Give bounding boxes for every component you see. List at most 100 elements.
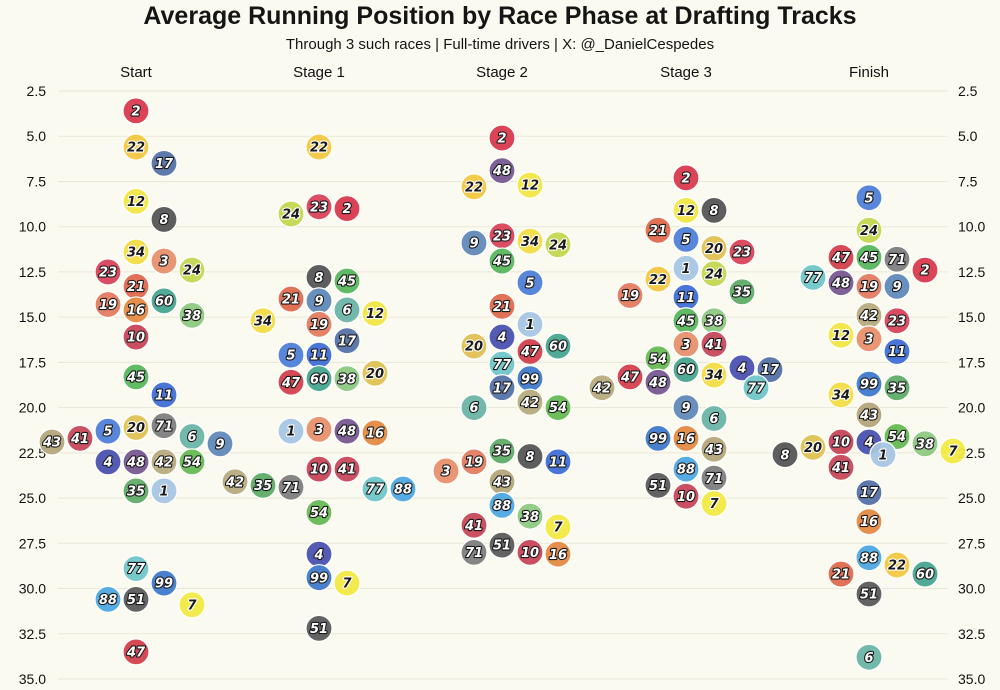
- car-disc: [122, 238, 150, 266]
- car-number: 16: [127, 304, 145, 319]
- car-marker: 51: [122, 585, 150, 613]
- car-number: 23: [310, 200, 328, 215]
- car-marker: 60: [150, 287, 178, 315]
- car-disc: [855, 325, 883, 353]
- car-number: 9: [215, 437, 224, 452]
- car-number: 34: [521, 235, 539, 250]
- car-number: 20: [366, 367, 384, 382]
- car-number: 77: [127, 562, 146, 577]
- car-marker: 3: [150, 247, 178, 275]
- car-marker: 9: [206, 430, 234, 458]
- car-number: 10: [310, 463, 328, 478]
- car-number: 45: [126, 370, 145, 385]
- car-marker: 21: [644, 216, 672, 244]
- car-number: 41: [704, 338, 723, 353]
- car-number: 45: [676, 314, 695, 329]
- car-number: 12: [127, 195, 145, 210]
- car-marker: 16: [855, 507, 883, 536]
- car-disc: [827, 560, 855, 588]
- car-number: 11: [888, 345, 906, 360]
- car-marker: 10: [305, 455, 333, 483]
- car-disc: [38, 428, 66, 456]
- car-number: 9: [892, 280, 901, 295]
- car-disc: [516, 171, 544, 199]
- car-number: 51: [493, 539, 511, 554]
- car-disc: [150, 149, 178, 177]
- car-disc: [855, 272, 883, 300]
- car-disc: [488, 292, 516, 320]
- car-marker: 17: [756, 356, 784, 384]
- car-number: 20: [465, 340, 483, 355]
- car-disc: [122, 133, 150, 161]
- car-marker: 20: [361, 359, 389, 387]
- car-marker: 23: [883, 307, 911, 335]
- car-marker: 99: [150, 569, 178, 597]
- car-disc: [672, 394, 700, 422]
- car-disc: [516, 227, 544, 255]
- car-marker: 9: [460, 229, 488, 257]
- car-number: 3: [314, 423, 323, 438]
- car-marker: 71: [150, 412, 178, 440]
- y-tick-label-left: 25.0: [19, 490, 46, 506]
- car-marker: 54: [883, 422, 911, 451]
- car-marker: 2: [488, 124, 516, 152]
- car-marker: 47: [277, 368, 305, 396]
- car-marker: 34: [249, 307, 277, 335]
- car-disc: [94, 448, 122, 476]
- car-marker: 54: [544, 394, 572, 422]
- phase-label: Stage 1: [293, 64, 345, 81]
- car-marker: 11: [672, 283, 700, 311]
- y-tick-label-left: 10.0: [19, 219, 46, 235]
- y-tick-label-left: 32.5: [19, 626, 46, 642]
- car-number: 9: [681, 401, 690, 416]
- car-marker: 77: [122, 555, 150, 583]
- car-number: 7: [948, 445, 958, 460]
- car-disc: [855, 370, 883, 398]
- car-disc: [122, 187, 150, 215]
- car-disc: [544, 513, 572, 541]
- car-marker: 54: [644, 345, 672, 373]
- car-number: 6: [342, 304, 351, 319]
- car-marker: 45: [855, 243, 883, 272]
- y-tick-label-left: 22.5: [19, 445, 46, 461]
- car-disc: [672, 196, 700, 225]
- car-number: 51: [310, 622, 328, 637]
- car-marker: 99: [855, 370, 883, 398]
- car-marker: 11: [150, 381, 178, 409]
- car-disc: [855, 401, 883, 429]
- car-number: 71: [465, 546, 483, 561]
- car-marker: 34: [827, 381, 855, 409]
- car-disc: [150, 381, 178, 409]
- car-disc: [672, 424, 700, 452]
- car-disc: [827, 269, 855, 297]
- car-marker: 21: [488, 292, 516, 320]
- car-disc: [883, 272, 911, 300]
- car-number: 88: [493, 499, 511, 514]
- car-number: 42: [592, 381, 611, 396]
- car-disc: [305, 133, 333, 161]
- car-disc: [178, 448, 206, 476]
- car-number: 7: [342, 577, 352, 592]
- y-tick-label-right: 27.5: [958, 535, 985, 551]
- car-number: 99: [155, 577, 173, 592]
- car-marker: 7: [333, 569, 361, 597]
- car-disc: [488, 437, 516, 465]
- car-number: 8: [525, 450, 534, 465]
- car-disc: [488, 491, 516, 519]
- car-number: 38: [183, 309, 201, 324]
- car-disc: [855, 243, 883, 272]
- car-marker: 3: [305, 415, 333, 443]
- car-disc: [911, 430, 939, 458]
- car-marker: 88: [94, 585, 122, 613]
- car-marker: 22: [644, 265, 672, 293]
- car-number: 24: [183, 264, 201, 279]
- y-tick-label-right: 30.0: [958, 581, 985, 597]
- y-tick-label-left: 5.0: [27, 128, 47, 144]
- car-number: 11: [155, 389, 173, 404]
- car-number: 16: [366, 427, 384, 442]
- car-marker: 5: [277, 341, 305, 369]
- car-number: 43: [492, 475, 511, 490]
- car-number: 35: [733, 285, 751, 300]
- car-number: 1: [286, 425, 295, 440]
- y-tick-label-right: 15.0: [958, 309, 985, 325]
